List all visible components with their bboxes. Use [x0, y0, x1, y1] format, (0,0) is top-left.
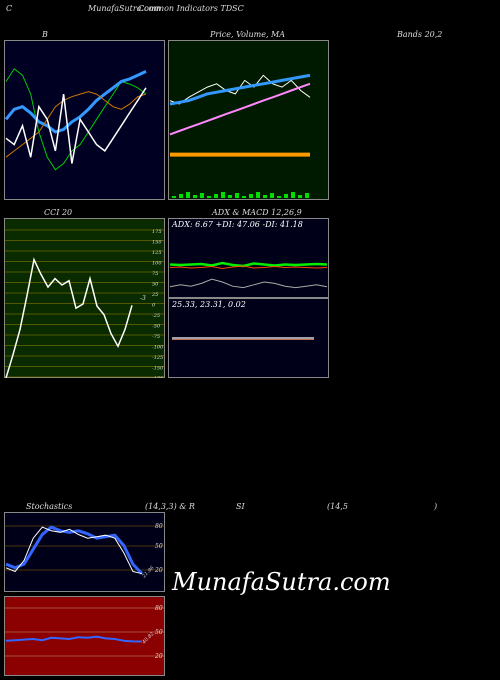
header-left: C — [6, 4, 13, 13]
stoch-tick-label: 80 — [155, 523, 163, 530]
volume-bar — [172, 196, 176, 198]
price-label: Price, Volume, MA — [210, 30, 286, 39]
volume-bar — [235, 193, 239, 198]
bands-label: Bands 20,2 — [397, 30, 443, 39]
rsi-params: (14,5 — [327, 502, 348, 511]
adx-chart — [168, 218, 329, 298]
cci-tick-label: -50 — [152, 324, 161, 330]
volume-bar — [221, 192, 225, 198]
bb-price-line — [5, 87, 147, 164]
rsi-line — [5, 635, 143, 643]
cci-tick-label: 25 — [151, 292, 158, 298]
ma-slow-line — [169, 82, 311, 136]
volume-bar — [256, 192, 260, 198]
rsi-tick-label: 50 — [155, 629, 163, 636]
cci-tick-label: -75 — [152, 334, 160, 340]
site-name: MunafaSutra.com — [88, 4, 161, 13]
adx-line — [169, 278, 328, 289]
volume-bar — [179, 194, 183, 198]
volume-bar — [214, 194, 218, 198]
panel-background — [4, 40, 165, 200]
volume-bar — [193, 195, 197, 198]
cci-tick-label: 0 — [152, 303, 156, 309]
adx-title: ADX & MACD 12,26,9 — [212, 208, 302, 217]
volume-bar — [263, 195, 267, 198]
indicators-title: Common Indicators TDSC — [138, 4, 244, 13]
bb-mid-line — [4, 70, 147, 134]
cci-tick-label: 125 — [152, 250, 162, 256]
rsi-label: SI — [236, 502, 245, 511]
cci-tick-label: 150 — [152, 240, 162, 246]
panel-background — [168, 218, 329, 298]
volume-bar — [270, 193, 274, 198]
rsi-tick-label: 20 — [154, 653, 163, 660]
cci-tick-label: 75 — [152, 271, 158, 277]
bb-lower-line — [5, 91, 147, 158]
volume-bar — [298, 195, 302, 198]
cci-line — [5, 257, 133, 378]
ma-fast-line — [169, 73, 311, 106]
stoch-k-line — [5, 526, 143, 575]
volume-bar — [207, 196, 211, 198]
panel-background — [4, 512, 165, 592]
cci-tick-label: -150 — [152, 366, 164, 372]
panel-background — [168, 40, 329, 200]
volume-bar — [291, 192, 295, 198]
volume-bar — [249, 194, 253, 198]
volume-bar — [228, 195, 232, 198]
cci-tick-label: -100 — [152, 345, 164, 351]
volume-bar — [242, 196, 246, 198]
volume-bar — [284, 194, 288, 198]
cci-label: CCI 20 — [44, 208, 73, 217]
volume-bar — [305, 193, 309, 198]
stoch-params: (14,3,3) & R — [145, 502, 195, 511]
bb-label: B — [42, 30, 48, 39]
cci-chart: 175 150 125 100 75 50 25 0 -25 -50 -75 -100 -125 -150… — [4, 218, 165, 378]
volume-bar — [277, 196, 281, 198]
volume-bar — [186, 192, 190, 198]
stoch-tick-label: 50 — [155, 543, 163, 550]
stoch-tick-label: 20 — [154, 567, 163, 574]
plus-di-line — [169, 261, 328, 268]
cci-last-value: -3 — [140, 295, 146, 302]
stoch-label: Stochastics — [26, 502, 73, 511]
cci-tick-label: -125 — [152, 355, 163, 361]
cci-tick-label: 175 — [152, 229, 162, 235]
panel-background — [4, 596, 165, 676]
minus-di-line — [169, 265, 328, 270]
macd-readout: 25.33, 23.31, 0.02 — [172, 300, 246, 309]
macd-chart — [168, 298, 329, 378]
watermark: MunafaSutra.com — [172, 568, 391, 596]
rsi-tick-label: 80 — [155, 605, 163, 612]
cci-tick-label: 50 — [152, 282, 159, 288]
cci-tick-label: -25 — [152, 313, 160, 319]
params-close: ) — [434, 502, 438, 511]
cci-tick-label: -175 — [152, 376, 163, 378]
volume-bar — [200, 193, 204, 198]
bollinger-chart — [4, 40, 165, 200]
cci-tick-label: 100 — [152, 261, 162, 267]
price-volume-chart — [168, 40, 329, 200]
adx-readout: ADX: 6.67 +DI: 47.06 -DI: 41.18 — [172, 220, 303, 229]
